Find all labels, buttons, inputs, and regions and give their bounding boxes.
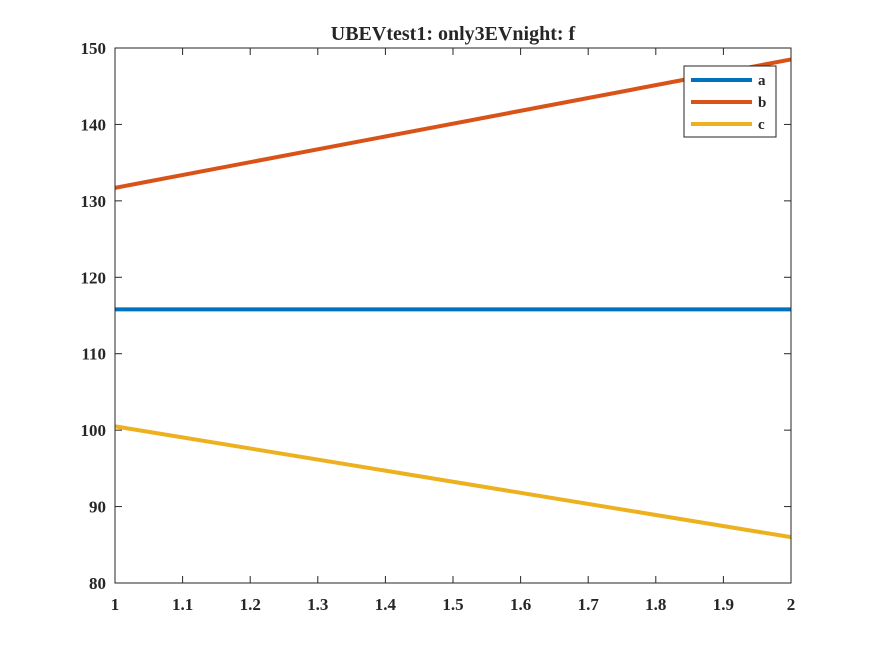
axes: 1 1.1 1.2 1.3 1.4 1.5 1.6 1.7 1.8 1.9 2 80 90 100 110 1… <box>81 39 796 614</box>
y-tick-label: 120 <box>81 268 107 287</box>
y-tick-label: 130 <box>81 192 107 211</box>
y-tick-label: 80 <box>89 574 106 593</box>
x-tick-label: 1.4 <box>375 595 397 614</box>
y-tick-label: 150 <box>81 39 107 58</box>
legend-label-a: a <box>758 73 766 89</box>
legend-label-c: c <box>758 117 765 133</box>
x-tick-label: 1.1 <box>172 595 193 614</box>
plot-area <box>114 57 792 540</box>
x-tick-label: 1.3 <box>307 595 328 614</box>
y-tick-label: 110 <box>81 345 106 364</box>
x-tick-label: 1 <box>111 595 120 614</box>
x-tick-label: 1.9 <box>713 595 734 614</box>
x-tick-label: 1.2 <box>240 595 261 614</box>
series-line-b <box>114 57 792 190</box>
x-tick-label: 1.7 <box>578 595 600 614</box>
series-line-c <box>114 424 792 540</box>
legend: abc <box>683 65 777 138</box>
x-tick-label: 2 <box>787 595 796 614</box>
chart-title: UBEVtest1: only3EVnight: f <box>331 23 576 45</box>
x-tick-label: 1.8 <box>645 595 666 614</box>
y-tick-label: 100 <box>81 421 107 440</box>
y-tick-label: 140 <box>81 115 107 134</box>
y-tick-label: 90 <box>89 498 106 517</box>
x-tick-label: 1.5 <box>442 595 463 614</box>
legend-label-b: b <box>758 95 766 111</box>
x-tick-label: 1.6 <box>510 595 531 614</box>
